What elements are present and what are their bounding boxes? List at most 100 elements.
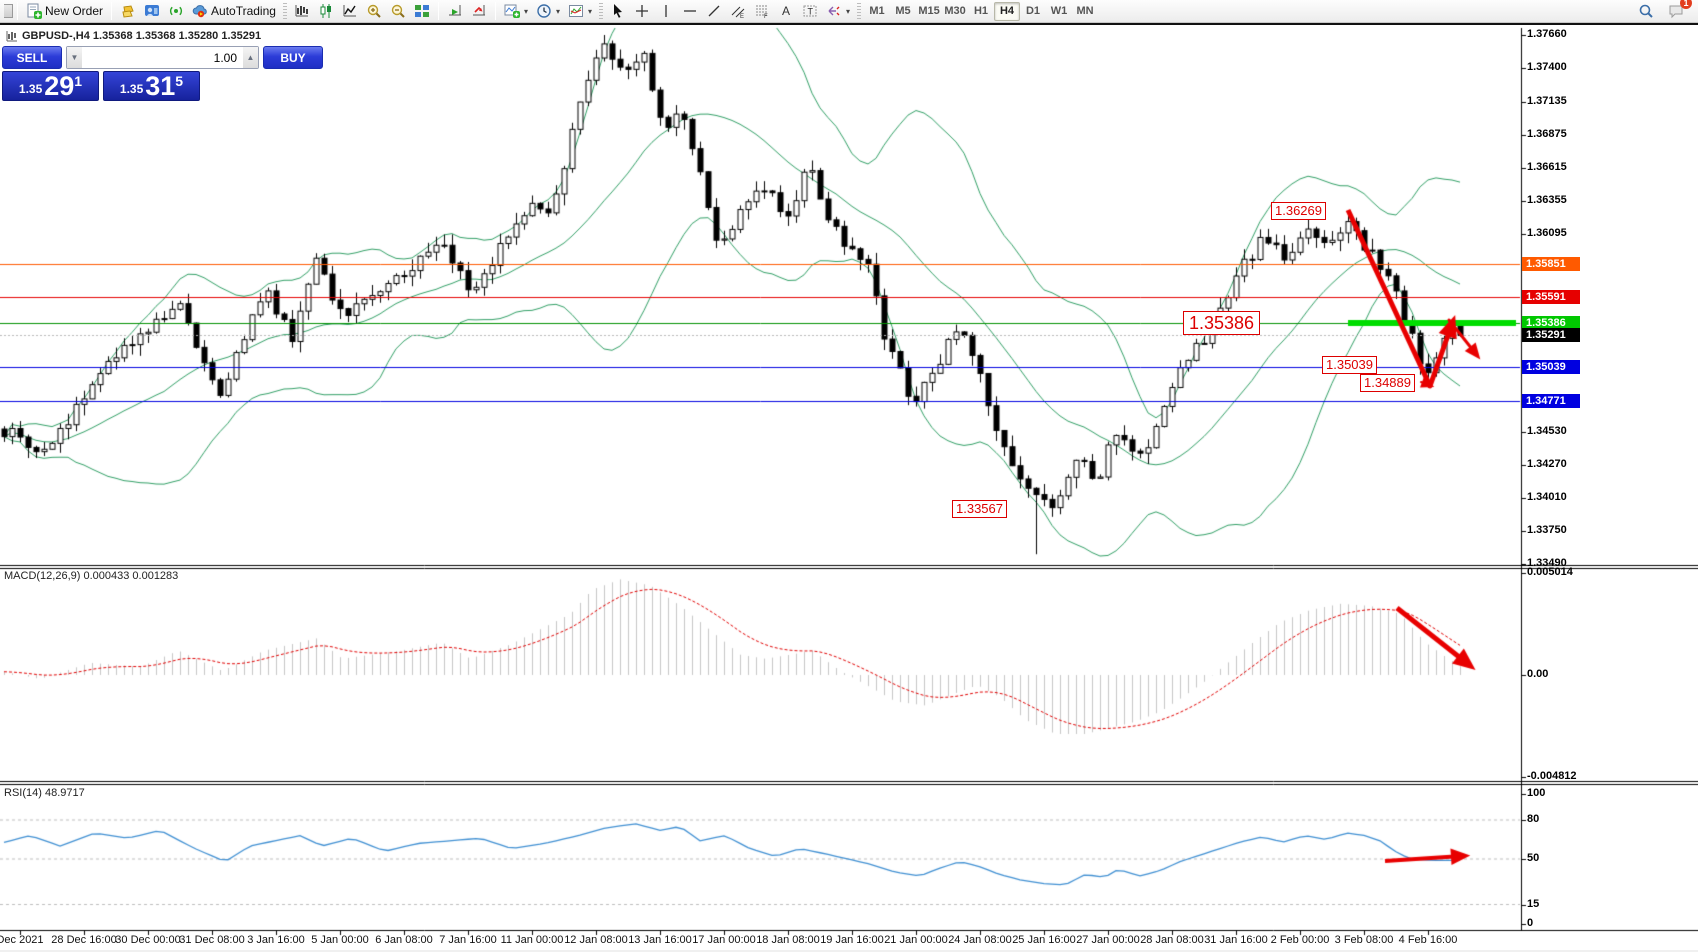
price-callout[interactable]: 1.34889 [1360, 374, 1415, 392]
macd-axis-label: -0.004812 [1527, 770, 1577, 782]
price-tick-label: 1.36355 [1527, 194, 1567, 206]
time-axis-label: 24 Jan 08:00 [948, 934, 1012, 946]
price-badge: 1.34771 [1522, 394, 1580, 408]
candlestick-mode-button[interactable] [314, 1, 338, 21]
time-axis-label: 3 Jan 16:00 [247, 934, 305, 946]
time-axis-label: 11 Jan 00:00 [500, 934, 564, 946]
notification-badge: 1 [1680, 0, 1692, 9]
text-tool-button[interactable]: A [774, 1, 798, 21]
timeframe-button-M30[interactable]: M30 [944, 5, 966, 17]
zoom-in-button[interactable] [362, 1, 386, 21]
indicators-icon [504, 4, 520, 18]
chart-icon [6, 31, 17, 42]
timeframe-button-H1[interactable]: H1 [973, 5, 989, 17]
autotrading-button[interactable]: AutoTrading [188, 1, 280, 21]
arrows-tool-button[interactable]: ▾ [822, 1, 854, 21]
chart-title: GBPUSD-,H4 1.35368 1.35368 1.35280 1.352… [6, 30, 261, 42]
time-axis-label: 17 Jan 00:00 [692, 934, 756, 946]
bar-chart-icon [295, 5, 308, 17]
macd-axis-label: 0.005014 [1527, 566, 1573, 578]
price-tick-label: 1.34010 [1527, 491, 1567, 503]
volume-input[interactable] [82, 47, 243, 68]
timeframe-button-MN[interactable]: MN [1076, 5, 1094, 17]
line-chart-icon [343, 5, 356, 17]
sell-button[interactable]: SELL [2, 46, 62, 69]
price-callout[interactable]: 1.35039 [1322, 356, 1377, 374]
indicators-dropdown-caret[interactable]: ▾ [523, 6, 528, 16]
cursor-tool-button[interactable] [606, 1, 630, 21]
fibonacci-tool-button[interactable]: F [750, 1, 774, 21]
time-axis-label: 31 Jan 16:00 [1204, 934, 1268, 946]
timeframe-button-M5[interactable]: M5 [895, 5, 911, 17]
price-tick-label: 1.34270 [1527, 458, 1567, 470]
time-axis-label: 7 Jan 16:00 [439, 934, 497, 946]
time-axis-label: 4 Feb 16:00 [1398, 934, 1458, 946]
new-order-icon [27, 3, 42, 19]
auto-scroll-button[interactable] [443, 1, 467, 21]
trendline-tool-button[interactable] [702, 1, 726, 21]
market-button[interactable] [116, 1, 140, 21]
arrows-dropdown-caret[interactable]: ▾ [846, 6, 851, 16]
rsi-axis-label: 100 [1527, 787, 1546, 799]
chart-canvas[interactable] [0, 25, 1698, 952]
signal-icon [170, 6, 183, 16]
candlestick-icon [320, 4, 331, 18]
zoom-out-button[interactable] [386, 1, 410, 21]
time-axis-label: Dec 2021 [0, 934, 44, 946]
autotrading-cloud-icon [192, 5, 207, 18]
rsi-pane-label: RSI(14) 48.9717 [4, 787, 85, 799]
text-label-tool-button[interactable]: T [798, 1, 822, 21]
macd-pane-label: MACD(12,26,9) 0.000433 0.001283 [4, 570, 179, 582]
time-axis-label: 19 Jan 16:00 [820, 934, 884, 946]
channel-tool-button[interactable]: E [726, 1, 750, 21]
timeframe-button-D1[interactable]: D1 [1025, 5, 1041, 17]
rsi-axis-label: 50 [1527, 852, 1540, 864]
trendline-icon [708, 5, 720, 17]
price-callout[interactable]: 1.35386 [1183, 311, 1261, 335]
buy-button[interactable]: BUY [263, 46, 323, 69]
signals-button[interactable] [164, 1, 188, 21]
one-click-trading-panel: SELL ▼ ▲ BUY 1.35 29 1 1.35 31 5 [2, 46, 323, 101]
timeframe-button-M1[interactable]: M1 [869, 5, 885, 17]
time-axis-label: 30 Dec 00:00 [115, 934, 181, 946]
tile-windows-button[interactable] [410, 1, 434, 21]
new-order-button[interactable]: New Order [22, 1, 107, 21]
crosshair-tool-button[interactable] [630, 1, 654, 21]
volume-increase-button[interactable]: ▲ [243, 47, 258, 68]
line-chart-mode-button[interactable] [338, 1, 362, 21]
periods-button[interactable]: ▾ [532, 1, 564, 21]
timeframe-button-H4[interactable]: H4 [994, 1, 1021, 21]
price-callout[interactable]: 1.36269 [1271, 202, 1326, 220]
price-badge: 1.35851 [1522, 257, 1580, 271]
price-badge: 1.35291 [1522, 328, 1580, 342]
templates-dropdown-caret[interactable]: ▾ [587, 6, 592, 16]
sell-price-big: 29 [44, 71, 75, 101]
price-badge: 1.35039 [1522, 360, 1580, 374]
bar-chart-mode-button[interactable] [290, 1, 314, 21]
time-axis-label: 6 Jan 08:00 [375, 934, 433, 946]
indicators-button[interactable]: ▾ [500, 1, 532, 21]
periods-dropdown-caret[interactable]: ▾ [555, 6, 560, 16]
timeframe-button-W1[interactable]: W1 [1050, 5, 1068, 17]
search-button[interactable] [1634, 1, 1658, 21]
templates-button[interactable]: ▾ [564, 1, 596, 21]
svg-text:E: E [740, 14, 744, 19]
sell-quote-tile[interactable]: 1.35 29 1 [2, 71, 99, 101]
horizontal-line-tool-button[interactable] [678, 1, 702, 21]
price-tick-label: 1.37660 [1527, 28, 1567, 40]
toolbar-drag-handle [282, 3, 287, 19]
timeframe-button-M15[interactable]: M15 [918, 5, 940, 17]
arrows-icon [828, 6, 840, 16]
auto-scroll-icon [448, 5, 461, 16]
buy-quote-tile[interactable]: 1.35 31 5 [103, 71, 200, 101]
price-tick-label: 1.37400 [1527, 61, 1567, 73]
chart-shift-button[interactable] [467, 1, 491, 21]
volume-decrease-button[interactable]: ▼ [67, 47, 82, 68]
svg-text:T: T [808, 7, 814, 17]
notifications-button[interactable]: 1 [1664, 0, 1692, 21]
price-callout[interactable]: 1.33567 [952, 500, 1007, 518]
mql5-community-button[interactable] [140, 1, 164, 21]
vertical-line-tool-button[interactable] [654, 1, 678, 21]
rsi-axis-label: 15 [1527, 898, 1540, 910]
fibonacci-icon: F [756, 5, 768, 19]
